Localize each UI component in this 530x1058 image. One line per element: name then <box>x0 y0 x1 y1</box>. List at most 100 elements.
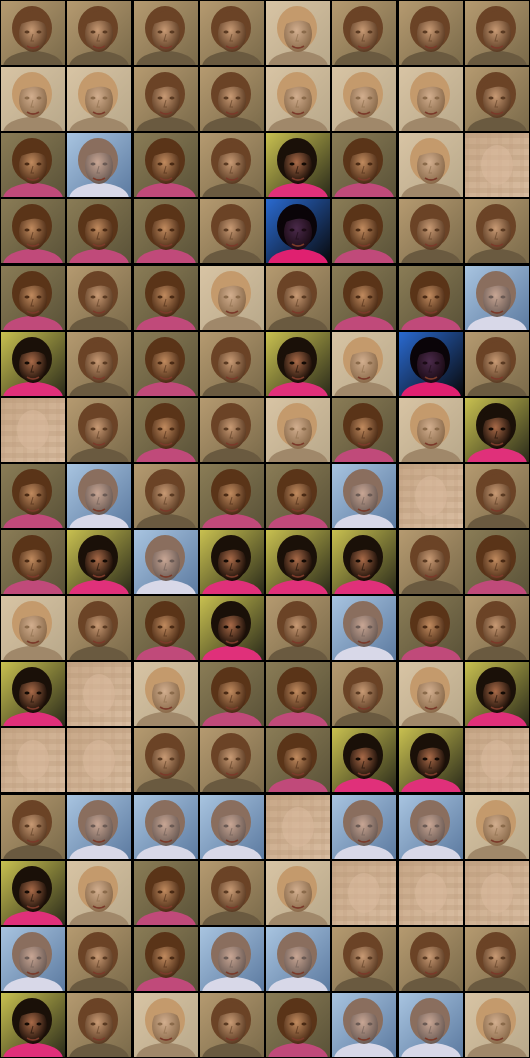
face-tile <box>399 993 463 1057</box>
face-tile <box>134 596 198 660</box>
face-tile <box>332 861 396 925</box>
face-tile <box>399 795 463 859</box>
face-tile <box>332 199 396 263</box>
face-tile <box>67 596 131 660</box>
face-tile <box>67 266 131 330</box>
face-tile <box>465 993 529 1057</box>
face-tile <box>200 199 264 263</box>
face-tile <box>134 795 198 859</box>
face-tile <box>1 199 65 263</box>
face-tile <box>134 133 198 197</box>
face-tile <box>266 861 330 925</box>
face-tile <box>465 398 529 462</box>
face-tile <box>200 67 264 131</box>
face-tile <box>266 133 330 197</box>
face-tile <box>67 728 131 792</box>
face-tile <box>266 993 330 1057</box>
face-tile <box>399 266 463 330</box>
face-tile <box>399 332 463 396</box>
face-tile <box>67 133 131 197</box>
face-tile <box>332 662 396 726</box>
face-tile <box>399 464 463 528</box>
face-tile <box>399 927 463 991</box>
face-tile <box>134 1 198 65</box>
face-tile <box>399 861 463 925</box>
face-tile <box>1 861 65 925</box>
face-tile <box>266 464 330 528</box>
face-tile <box>200 728 264 792</box>
face-tile <box>332 927 396 991</box>
face-tile <box>67 795 131 859</box>
face-tile <box>399 67 463 131</box>
face-tile <box>1 1 65 65</box>
face-tile <box>266 199 330 263</box>
face-tile <box>1 993 65 1057</box>
face-tile <box>134 993 198 1057</box>
face-tile <box>399 133 463 197</box>
face-tile <box>332 993 396 1057</box>
face-tile <box>134 67 198 131</box>
face-tile <box>465 662 529 726</box>
face-tile <box>1 332 65 396</box>
face-tile <box>67 861 131 925</box>
face-tile <box>1 795 65 859</box>
face-tile <box>399 398 463 462</box>
face-tile <box>332 728 396 792</box>
face-tile <box>399 662 463 726</box>
face-tile <box>200 596 264 660</box>
face-tile <box>465 464 529 528</box>
face-tile <box>1 266 65 330</box>
face-tile <box>266 1 330 65</box>
face-tile <box>200 662 264 726</box>
face-tile <box>332 332 396 396</box>
face-tile <box>134 728 198 792</box>
face-tile <box>200 266 264 330</box>
face-tile <box>266 332 330 396</box>
face-tile <box>67 927 131 991</box>
face-tile <box>399 728 463 792</box>
face-tile <box>266 266 330 330</box>
face-tile <box>67 398 131 462</box>
face-tile <box>1 927 65 991</box>
face-tile <box>134 530 198 594</box>
face-tile <box>465 861 529 925</box>
face-tile <box>266 662 330 726</box>
face-tile <box>465 266 529 330</box>
face-tile <box>200 1 264 65</box>
face-tile <box>465 795 529 859</box>
face-tile <box>465 728 529 792</box>
face-tile <box>332 398 396 462</box>
face-tile <box>200 133 264 197</box>
face-tile <box>332 1 396 65</box>
face-tile <box>134 266 198 330</box>
face-tile <box>465 530 529 594</box>
face-tile <box>134 861 198 925</box>
face-tile <box>200 530 264 594</box>
face-tile <box>266 927 330 991</box>
face-tile <box>1 133 65 197</box>
face-tile <box>134 927 198 991</box>
face-tile <box>266 596 330 660</box>
face-tile <box>134 662 198 726</box>
face-tile <box>200 795 264 859</box>
face-tile <box>1 596 65 660</box>
face-tile <box>1 728 65 792</box>
face-tile <box>1 530 65 594</box>
face-tile <box>1 398 65 462</box>
face-tile <box>332 530 396 594</box>
face-tile <box>465 1 529 65</box>
face-tile <box>134 199 198 263</box>
face-tile <box>67 993 131 1057</box>
face-tile <box>465 67 529 131</box>
face-tile <box>1 662 65 726</box>
face-tile <box>200 398 264 462</box>
face-tile <box>332 596 396 660</box>
face-tile <box>134 398 198 462</box>
face-tile <box>266 398 330 462</box>
face-tile <box>67 199 131 263</box>
face-tile <box>1 67 65 131</box>
face-tile <box>465 927 529 991</box>
face-tile <box>67 67 131 131</box>
face-tile <box>332 67 396 131</box>
